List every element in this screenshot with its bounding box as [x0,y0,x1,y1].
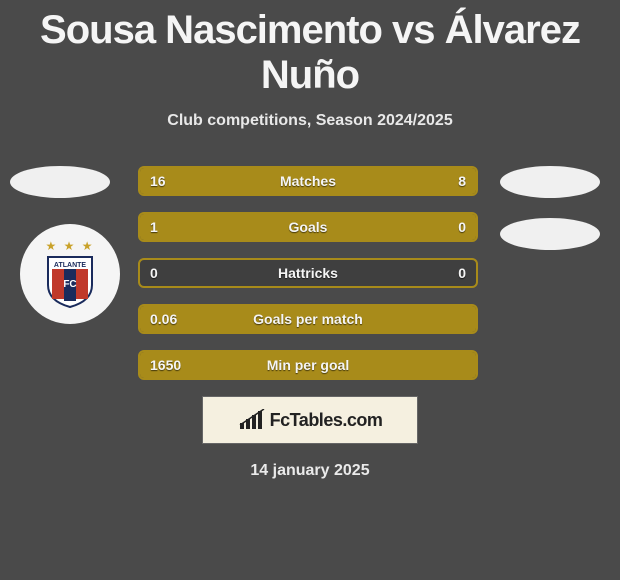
stat-label: Matches [140,168,476,194]
page-subtitle: Club competitions, Season 2024/2025 [0,112,620,130]
stat-row: 10Goals [138,212,478,242]
stat-row: 00Hattricks [138,258,478,288]
brand-box[interactable]: FcTables.com [202,396,418,444]
player1-club-badge: ★ ★ ★ ATLANTE FC [20,224,120,324]
bar-chart-icon [238,409,266,431]
stat-label: Hattricks [140,260,476,286]
badge-text-top: ATLANTE [54,262,86,269]
page-title: Sousa Nascimento vs Álvarez Nuño [0,0,620,98]
player2-photo-placeholder [500,166,600,198]
player2-club-placeholder [500,218,600,250]
stat-bars: 168Matches 10Goals 00Hattricks 0.06Goals pe… [138,166,478,380]
brand-text: FcTables.com [270,410,383,431]
player1-photo-placeholder [10,166,110,198]
date-label: 14 january 2025 [0,462,620,480]
stat-row: 0.06Goals per match [138,304,478,334]
badge-stars: ★ ★ ★ [46,239,95,253]
stat-label: Goals [140,214,476,240]
shield-icon: ATLANTE FC [46,255,94,309]
stat-row: 168Matches [138,166,478,196]
stat-label: Min per goal [140,352,476,378]
comparison-content: ★ ★ ★ ATLANTE FC 168Matches 10Goals 00Hatt… [0,166,620,380]
stat-row: 1650Min per goal [138,350,478,380]
stat-label: Goals per match [140,306,476,332]
badge-text-bottom: FC [63,279,76,290]
